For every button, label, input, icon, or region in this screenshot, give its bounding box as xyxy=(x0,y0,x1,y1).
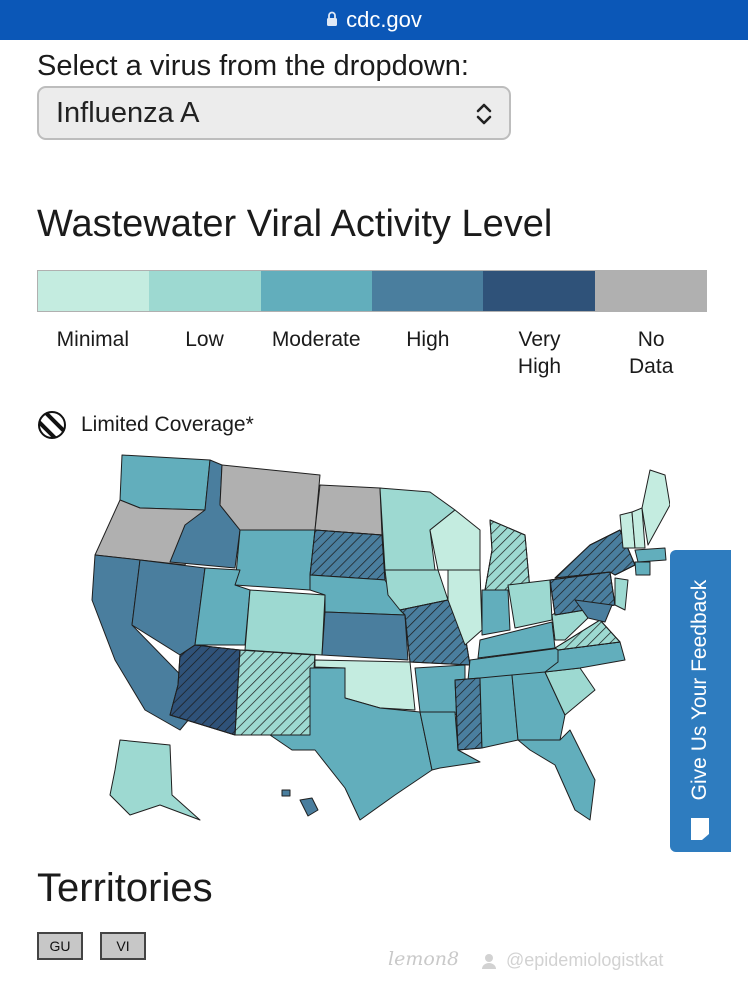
state-md[interactable] xyxy=(574,599,613,623)
state-mi-hatch xyxy=(484,519,531,591)
chevron-updown-icon xyxy=(473,100,495,136)
lemon8-watermark: lemon8 xyxy=(388,948,460,970)
lock-icon xyxy=(326,7,338,33)
limited-coverage-legend: Limited Coverage* xyxy=(37,410,254,440)
state-tx[interactable] xyxy=(269,667,433,821)
state-va-hatch xyxy=(554,619,621,651)
state-me[interactable] xyxy=(641,469,670,546)
chart-title: Wastewater Viral Activity Level xyxy=(37,203,553,245)
url-text: cdc.gov xyxy=(346,7,422,32)
feedback-label: Give Us Your Feedback xyxy=(688,579,711,801)
state-nd[interactable] xyxy=(314,484,383,536)
state-wy[interactable] xyxy=(234,529,316,591)
legend-label-minimal: Minimal xyxy=(56,328,129,351)
state-in[interactable] xyxy=(481,589,511,636)
state-nj[interactable] xyxy=(614,577,629,611)
state-ga[interactable] xyxy=(511,671,566,741)
state-hi[interactable] xyxy=(299,797,319,817)
legend-color-bar xyxy=(37,270,707,312)
state-wa[interactable] xyxy=(119,454,211,511)
handle-text: @epidemiologistkat xyxy=(506,950,664,970)
us-states-map[interactable] xyxy=(60,450,670,840)
state-ct[interactable] xyxy=(634,561,651,576)
state-mt[interactable] xyxy=(219,464,321,531)
legend-swatch-very-high xyxy=(483,271,595,311)
legend-swatch-moderate xyxy=(260,271,372,311)
limited-coverage-label: Limited Coverage* xyxy=(81,413,254,436)
legend-labels: Minimal Low Moderate High Very High No D… xyxy=(37,326,707,380)
legend-label-moderate: Moderate xyxy=(271,328,361,351)
comment-icon xyxy=(689,816,711,847)
user-icon xyxy=(482,953,496,969)
hatch-icon xyxy=(38,411,66,439)
virus-select-prompt: Select a virus from the dropdown: xyxy=(37,50,469,82)
feedback-tab[interactable]: Give Us Your Feedback xyxy=(670,550,731,852)
territories-heading: Territories xyxy=(37,866,213,910)
legend-label-low: Low xyxy=(185,328,224,351)
virus-dropdown-value: Influenza A xyxy=(56,96,200,129)
legend-swatch-minimal xyxy=(38,271,150,311)
legend-swatch-low xyxy=(149,271,261,311)
legend-swatch-no-data xyxy=(594,271,706,311)
state-sd-hatch xyxy=(309,529,386,581)
territory-button-gu[interactable]: GU xyxy=(37,932,83,960)
legend-label-very-high: Very High xyxy=(517,328,562,378)
legend-label-high: High xyxy=(406,328,450,351)
state-il[interactable] xyxy=(447,569,483,646)
state-co[interactable] xyxy=(244,589,326,656)
browser-url-bar[interactable]: cdc.gov xyxy=(0,0,748,40)
territory-button-vi[interactable]: VI xyxy=(100,932,146,960)
state-la[interactable] xyxy=(419,711,481,771)
legend-swatch-high xyxy=(371,271,484,311)
state-ks[interactable] xyxy=(321,611,409,661)
virus-dropdown[interactable]: Influenza A xyxy=(37,86,511,140)
state-ms-hatch xyxy=(454,677,483,751)
handle-watermark: @epidemiologistkat xyxy=(480,950,663,971)
state-nm-hatch xyxy=(234,649,316,736)
legend-label-no-data: No Data xyxy=(629,328,674,378)
state-nh[interactable] xyxy=(631,507,646,549)
state-al[interactable] xyxy=(479,674,519,749)
state-fl[interactable] xyxy=(517,729,596,821)
state-ma[interactable] xyxy=(634,547,667,563)
state-oh[interactable] xyxy=(507,579,553,629)
state-hi-2[interactable] xyxy=(281,789,291,797)
state-ak[interactable] xyxy=(109,739,201,821)
